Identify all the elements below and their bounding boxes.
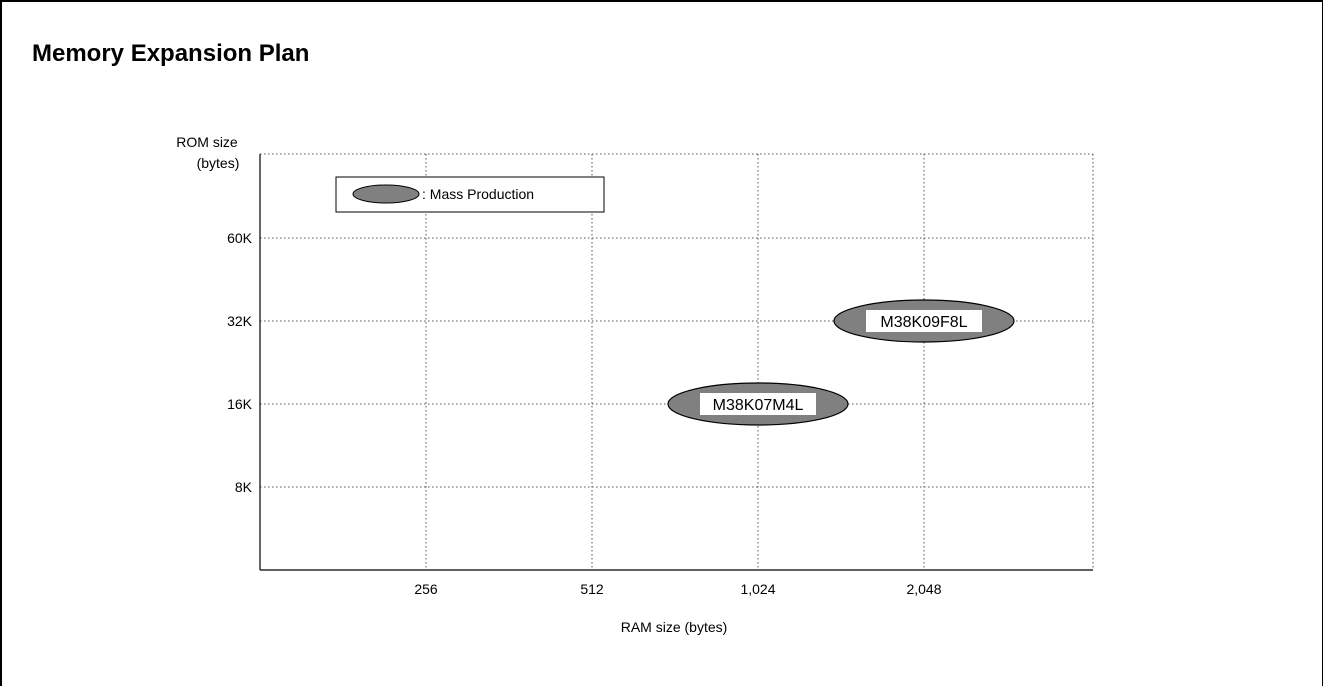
x-tick-label: 1,024 <box>740 581 775 597</box>
y-tick-labels: 8K 16K 32K 60K <box>227 230 253 495</box>
legend-swatch <box>352 184 420 204</box>
y-tick-label: 60K <box>227 230 253 246</box>
x-tick-label: 256 <box>414 581 438 597</box>
y-tick-label: 8K <box>235 479 253 495</box>
x-tick-label: 512 <box>580 581 604 597</box>
page-title: Memory Expansion Plan <box>32 40 310 67</box>
x-tick-labels: 256 512 1,024 2,048 <box>414 581 941 597</box>
x-tick-label: 2,048 <box>906 581 941 597</box>
y-axis-label-line2: (bytes) <box>197 155 240 171</box>
grid-lines <box>260 153 1094 570</box>
y-tick-label: 32K <box>227 313 253 329</box>
product-label: M38K07M4L <box>713 397 804 414</box>
axes <box>259 154 1093 571</box>
legend-entry-label: : Mass Production <box>422 186 534 202</box>
product-points: M38K07M4L M38K09F8L <box>667 299 1015 426</box>
product-label-background <box>866 310 982 332</box>
legend: : Mass Production <box>335 176 605 213</box>
product-point: M38K07M4L <box>667 382 849 426</box>
y-tick-label: 16K <box>227 396 253 412</box>
product-label: M38K09F8L <box>880 314 967 331</box>
product-point: M38K09F8L <box>833 299 1015 343</box>
product-label-background <box>700 393 816 415</box>
y-axis-label-line1: ROM size <box>176 134 238 150</box>
x-axis-label: RAM size (bytes) <box>621 619 728 635</box>
